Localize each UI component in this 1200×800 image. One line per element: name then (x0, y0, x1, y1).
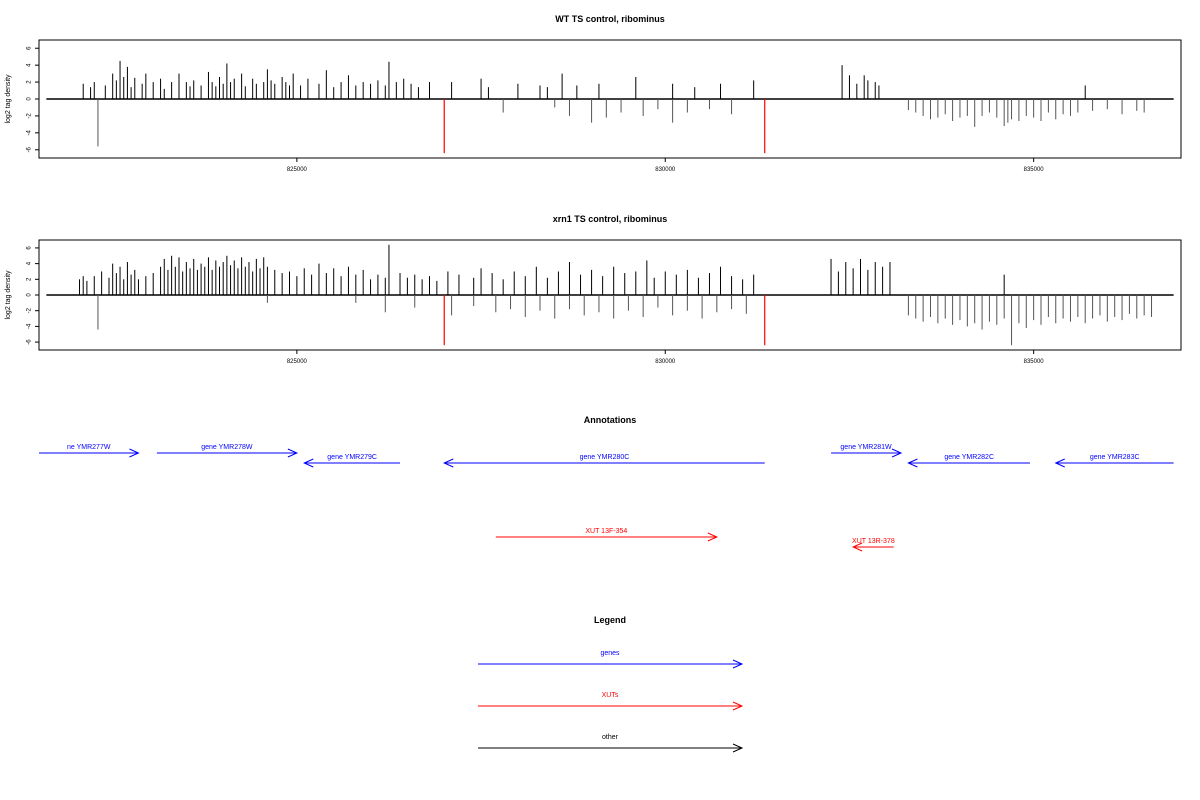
y-tick-label: -6 (27, 339, 33, 345)
x-tick-label: 825000 (287, 359, 308, 365)
x-axis-ticks: 825000 830000 835000 (287, 158, 1044, 173)
feature-label: gene YMR280C (580, 454, 630, 461)
annotations-track: Annotations ne YMR277W gene YMR278W gene Y… (39, 415, 1174, 552)
y-tick-label: 4 (27, 63, 33, 67)
feature-arrowhead (707, 532, 719, 542)
y-tick-label: 0 (27, 97, 33, 101)
legend-entries: genes XUTs other (478, 650, 744, 753)
legend-arrowhead (732, 743, 744, 753)
feature-label: gene YMR279C (327, 454, 377, 461)
feature-arrowhead (891, 448, 903, 458)
legend-title: Legend (594, 615, 626, 625)
x-tick-label: 825000 (287, 167, 308, 173)
y-tick-label: 6 (27, 246, 33, 250)
y-tick-label: 4 (27, 261, 33, 265)
density-bars (46, 60, 1174, 154)
y-tick-label: -4 (27, 130, 33, 136)
legend-arrowhead (732, 701, 744, 711)
legend-label: XUTs (602, 692, 619, 699)
feature-arrowhead (1054, 458, 1065, 468)
feature-label: gene YMR278W (201, 444, 253, 451)
feature-arrowhead (851, 542, 863, 552)
x-tick-label: 835000 (1024, 167, 1045, 173)
feature-label: gene YMR283C (1090, 454, 1140, 461)
y-tick-label: -4 (27, 323, 33, 329)
y-axis-ticks: -6 -4 -2 0 2 4 6 (27, 246, 39, 345)
y-tick-label: 6 (27, 46, 33, 50)
feature-label: XUT 13R-378 (852, 538, 895, 545)
xrn1-density-panel: xrn1 TS control, ribominus log2 tag dens… (5, 214, 1182, 365)
feature-arrow: gene YMR281W (831, 444, 903, 458)
feature-arrowhead (129, 448, 140, 458)
feature-arrowhead (287, 448, 299, 458)
y-tick-label: 0 (27, 293, 33, 297)
feature-arrows: ne YMR277W gene YMR278W gene YMR279C gene Y… (39, 444, 1174, 552)
feature-label: XUT 13F-354 (585, 528, 627, 535)
legend-label: genes (600, 650, 620, 657)
feature-arrowhead (907, 458, 918, 468)
wt-density-panel: WT TS control, ribominus log2 tag densit… (5, 14, 1182, 173)
feature-arrow: gene YMR280C (442, 454, 765, 468)
density-bars (46, 244, 1174, 346)
x-axis-ticks: 825000 830000 835000 (287, 350, 1044, 365)
y-tick-label: -6 (27, 146, 33, 152)
y-axis-label: log2 tag density (5, 74, 12, 124)
feature-arrow: XUT 13F-354 (495, 528, 719, 542)
feature-arrow: ne YMR277W (39, 444, 140, 458)
y-axis-ticks: -6 -4 -2 0 2 4 6 (27, 46, 39, 152)
feature-arrow: gene YMR282C (907, 454, 1030, 468)
feature-arrow: gene YMR278W (156, 444, 299, 458)
y-tick-label: -2 (27, 113, 33, 119)
feature-arrow: gene YMR279C (303, 454, 401, 468)
x-tick-label: 835000 (1024, 359, 1045, 365)
y-tick-label: 2 (27, 80, 33, 84)
annotations-title: Annotations (584, 415, 637, 425)
legend-label: other (602, 734, 619, 741)
panel-title: xrn1 TS control, ribominus (553, 214, 668, 224)
feature-label: ne YMR277W (67, 444, 111, 451)
legend: Legend genes XUTs other (478, 615, 744, 753)
feature-arrowhead (303, 458, 314, 468)
y-tick-label: -2 (27, 307, 33, 313)
feature-arrow: XUT 13R-378 (851, 538, 895, 552)
legend-entry: genes (478, 650, 744, 669)
panel-title: WT TS control, ribominus (555, 14, 665, 24)
legend-entry: XUTs (478, 692, 744, 711)
feature-label: gene YMR281W (840, 444, 892, 451)
legend-entry: other (478, 734, 744, 753)
x-tick-label: 830000 (655, 359, 676, 365)
feature-arrow: gene YMR283C (1054, 454, 1174, 468)
feature-label: gene YMR282C (944, 454, 994, 461)
x-tick-label: 830000 (655, 167, 676, 173)
feature-arrowhead (442, 458, 454, 468)
y-axis-label: log2 tag density (5, 270, 12, 320)
y-tick-label: 2 (27, 277, 33, 281)
legend-arrowhead (732, 659, 744, 669)
